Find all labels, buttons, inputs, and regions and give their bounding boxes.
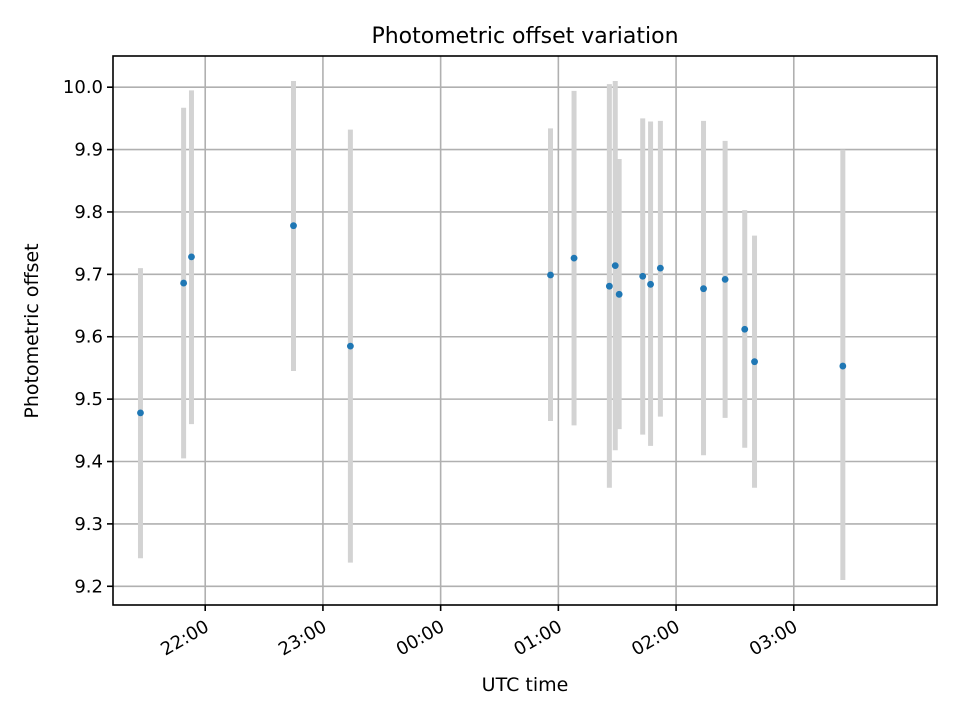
x-tick-label: 23:00 [275,616,330,660]
y-tick-label: 10.0 [63,77,103,98]
y-tick-label: 9.9 [74,140,103,161]
x-tick-label: 22:00 [157,616,212,660]
data-point [615,290,623,298]
data-point [721,275,729,283]
error-bars [137,80,846,581]
data-point [741,325,749,333]
data-point [180,279,188,287]
plot-frame [112,55,938,606]
data-point [346,342,354,350]
data-point [570,254,578,262]
x-tick-label: 03:00 [746,616,801,660]
x-tick-label: 00:00 [393,616,448,660]
data-point [290,222,297,230]
chart-title: Photometric offset variation [371,24,678,49]
data-point [639,272,647,280]
x-tick-label: 01:00 [510,616,565,660]
y-tick-label: 9.3 [74,514,103,535]
data-point [605,282,613,290]
x-tick-label: 02:00 [628,616,683,660]
y-tick-label: 9.2 [74,576,103,597]
y-tick-label: 9.6 [74,327,103,348]
data-point [656,264,664,272]
data-point [611,262,619,270]
grid [113,56,937,605]
axis-ticks: 22:00 23:00 00:00 01:00 02:00 03:00 9.2 9.3 9.4 9… [63,77,801,660]
data-point [137,409,144,417]
data-point [700,285,707,293]
data-point [188,253,195,261]
y-tick-label: 9.7 [74,264,103,285]
x-axis-label: UTC time [482,674,569,696]
data-point [547,271,554,279]
data-points [137,222,847,417]
data-point [751,358,758,366]
y-axis-label: Photometric offset [21,243,43,418]
data-point [647,280,654,288]
data-point [839,362,847,370]
y-tick-label: 9.5 [74,389,103,410]
y-tick-label: 9.8 [74,202,103,223]
y-tick-label: 9.4 [74,452,103,473]
